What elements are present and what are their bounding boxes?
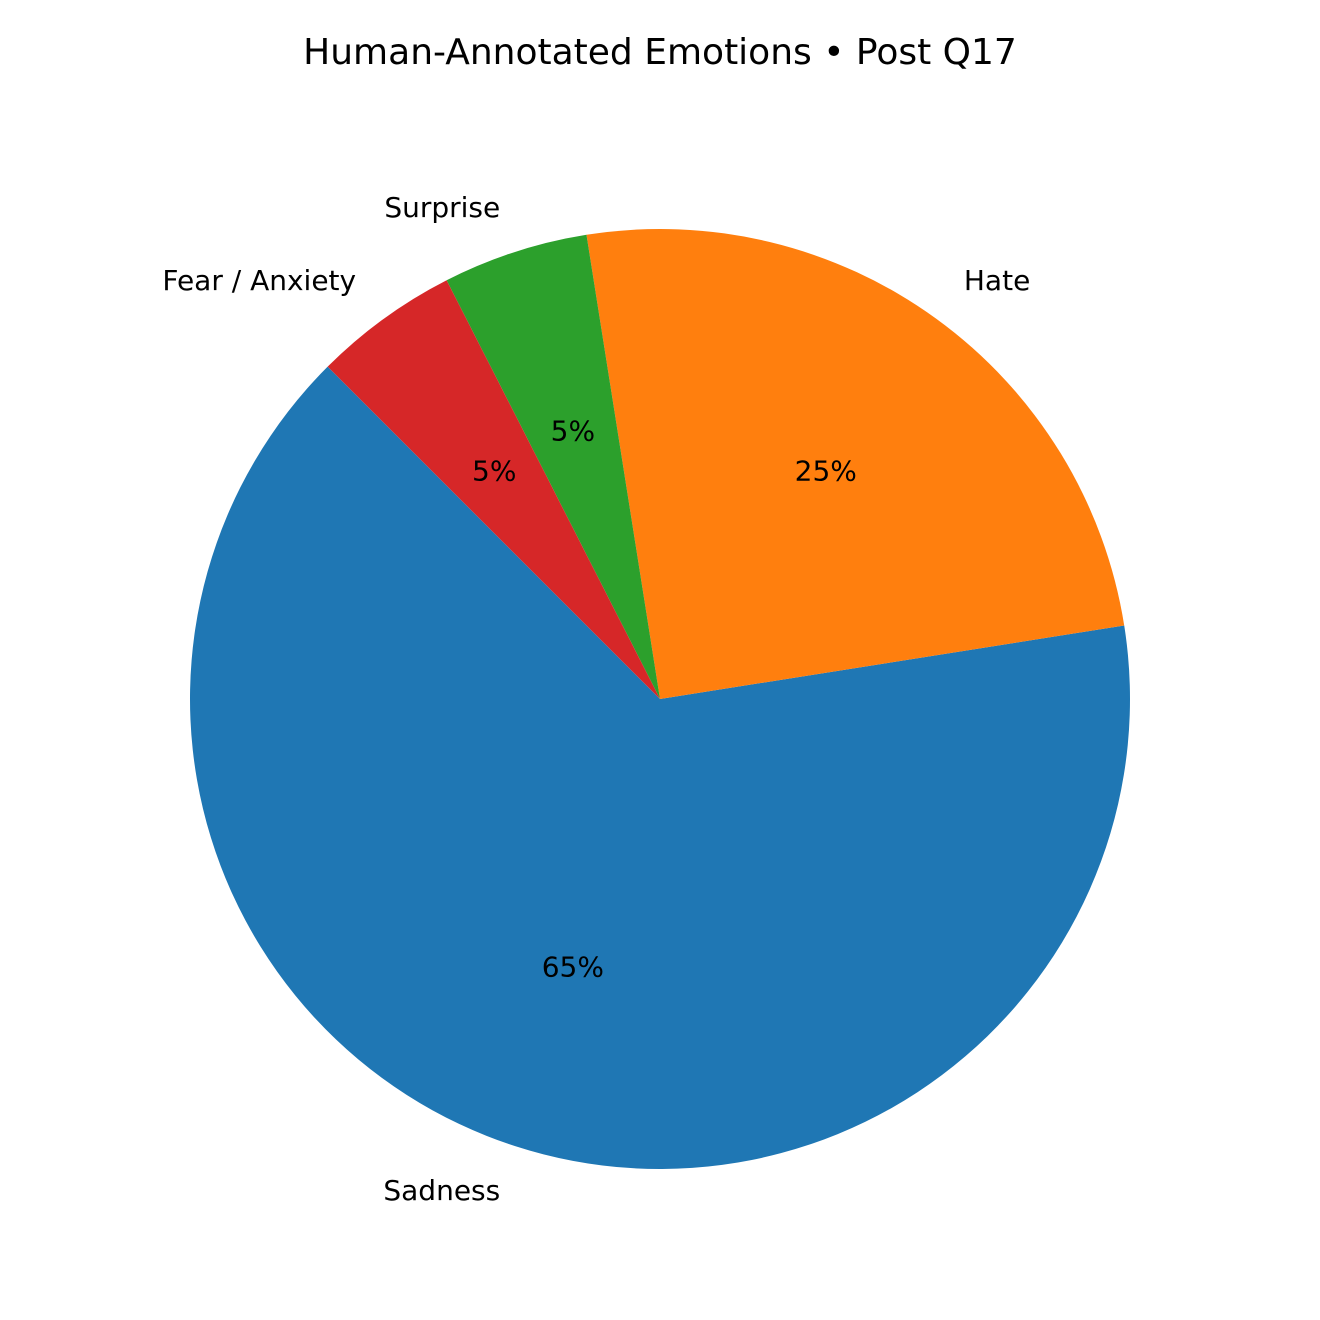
pie-slice-fear-anxiety [327,280,660,699]
slice-label-hate: Hate [964,264,1030,297]
pct-label-fear-anxiety: 5% [472,454,516,487]
pie-labels: Sadness 65% Hate 25% Surprise 5% Fear / Anxiet… [162,191,1030,1207]
pct-label-sadness: 65% [542,951,604,984]
pct-label-hate: 25% [795,454,857,487]
pct-label-surprise: 5% [551,414,595,447]
pie-slice-hate [586,229,1125,700]
pie-slice-surprise [446,234,660,699]
slice-label-sadness: Sadness [383,1174,500,1207]
chart-title: Human-Annotated Emotions • Post Q17 [303,32,1017,73]
pie-slices [189,229,1130,1170]
slice-label-fear-anxiety: Fear / Anxiety [162,264,356,297]
pie-slice-sadness [189,366,1130,1170]
slice-label-surprise: Surprise [384,191,500,224]
